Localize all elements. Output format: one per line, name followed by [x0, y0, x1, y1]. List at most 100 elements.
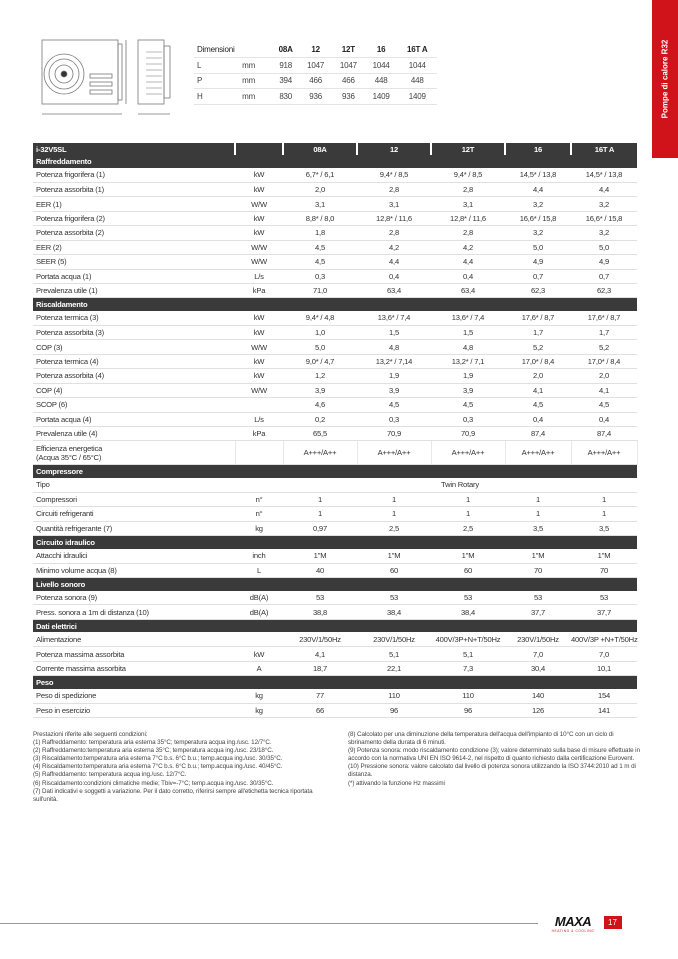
spec-value: 2,8	[357, 182, 431, 198]
spec-value: 5,2	[571, 339, 637, 355]
footnote: (6) Riscaldamento:condizioni climatiche …	[33, 779, 274, 787]
spec-unit: kg	[235, 703, 283, 719]
dimension-unit: mm	[225, 88, 273, 105]
svg-text:MAXA: MAXA	[555, 914, 591, 929]
spec-label-text: Corrente massima assorbita	[36, 663, 126, 673]
spec-value: 3,2	[505, 225, 571, 241]
spec-value: 4,5	[283, 240, 357, 256]
spec-value: 2,8	[431, 225, 505, 241]
dimension-unit: mm	[225, 73, 273, 89]
spec-value: 0,7	[505, 269, 571, 285]
section-header: Riscaldamento	[33, 297, 637, 311]
spec-label: Corrente massima assorbita	[33, 661, 235, 677]
spec-unit	[235, 440, 284, 466]
spec-value: 4,1	[283, 646, 357, 662]
section-title: Circuito idraulico	[33, 535, 637, 549]
spec-value: 1"M	[283, 548, 357, 564]
spec-value: 60	[357, 563, 431, 579]
spec-value: 4,6	[283, 397, 357, 413]
section-title: Compressore	[33, 464, 637, 478]
spec-label-text: Peso in esercizio	[36, 705, 91, 715]
spec-label-text: Potenza assorbita (2)	[36, 228, 104, 238]
spec-label: Potenza assorbita (4)	[33, 368, 235, 384]
page-number: 17	[604, 916, 622, 929]
spec-value: 4,1	[571, 383, 637, 399]
spec-value: 2,0	[571, 368, 637, 384]
spec-row: Efficienza energetica (Acqua 35°C / 65°C)…	[33, 440, 638, 466]
spec-row: Prevalenza utile (4) kPa 65,5 70,9 70,9 87,4 8…	[33, 426, 637, 442]
spec-label: EER (2)	[33, 240, 235, 256]
spec-value: 5,2	[505, 339, 571, 355]
footnote: (9) Potenza sonora: modo riscaldamento c…	[348, 747, 640, 763]
dimension-unit: mm	[225, 57, 273, 74]
spec-value: 1	[505, 506, 571, 522]
spec-unit: L/s	[235, 269, 283, 285]
spec-value: 2,8	[431, 182, 505, 198]
model-header: 16T A	[571, 143, 637, 155]
section-header: Livello sonoro	[33, 577, 637, 591]
spec-value: 16,6* / 15,8	[571, 211, 637, 227]
spec-value: 9,4* / 4,8	[283, 310, 357, 326]
spec-value: 1,7	[505, 325, 571, 341]
footnote: (10) Pressione sonora: valore calcolato …	[348, 763, 636, 779]
spec-value: 87,4	[505, 426, 571, 442]
spec-label: Potenza assorbita (3)	[33, 325, 235, 341]
spec-row: Attacchi idraulici inch 1"M 1"M 1"M 1"M 1"M	[33, 548, 637, 564]
spec-value: 5,0	[571, 240, 637, 256]
model-header: 12T	[431, 143, 506, 155]
spec-row: Prevalenza utile (1) kPa 71,0 63,4 63,4 62,3 6…	[33, 283, 637, 299]
section-header: Circuito idraulico	[33, 535, 637, 549]
spec-row: EER (2) W/W 4,5 4,2 4,2 5,0 5,0	[33, 240, 637, 256]
spec-value: 5,1	[357, 646, 431, 662]
spec-value: 1	[431, 506, 505, 522]
notes-right: (8) Calcolato per una diminuzione della …	[348, 731, 640, 788]
dimension-value: 1044	[397, 57, 437, 74]
spec-value: 4,4	[431, 254, 505, 270]
spec-label: SCOP (6)	[33, 397, 235, 413]
spec-label: Potenza assorbita (2)	[33, 225, 235, 241]
spec-value: A+++/A++	[505, 440, 572, 466]
spec-value: 53	[283, 590, 357, 606]
model-header: 16	[505, 143, 572, 155]
spec-value: 17,0* / 8,4	[505, 354, 571, 370]
spec-row: EER (1) W/W 3,1 3,1 3,1 3,2 3,2	[33, 196, 637, 212]
spec-label: COP (4)	[33, 383, 235, 399]
footnote: Prestazioni riferite alle seguenti condi…	[33, 731, 148, 738]
spec-value: 17,6* / 8,7	[571, 310, 637, 326]
spec-label-text: Portata acqua (4)	[36, 414, 92, 424]
spec-unit: dB(A)	[235, 590, 283, 606]
spec-value: 63,4	[431, 283, 505, 299]
spec-value: 3,1	[357, 196, 431, 212]
dimension-value: 394	[272, 73, 300, 89]
footnote: (4) Riscaldamento:temperatura aria ester…	[33, 763, 283, 771]
spec-value: 4,8	[431, 339, 505, 355]
spec-unit: dB(A)	[235, 604, 283, 620]
spec-value: 53	[357, 590, 431, 606]
spec-row: Potenza assorbita (4) kW 1,2 1,9 1,9 2,0 2,0	[33, 368, 637, 384]
spec-unit: W/W	[235, 339, 283, 355]
spec-value: 1,0	[283, 325, 357, 341]
spec-value: 1,9	[431, 368, 505, 384]
spec-label: Potenza assorbita (1)	[33, 182, 235, 198]
spec-value: 1,8	[283, 225, 357, 241]
spec-value: 4,5	[505, 397, 571, 413]
dimension-value: 466	[299, 73, 332, 89]
spec-row: Corrente massima assorbita A 18,7 22,1 7,3 30…	[33, 661, 637, 677]
spec-value: 0,7	[571, 269, 637, 285]
spec-row: Potenza assorbita (1) kW 2,0 2,8 2,8 4,4 4,4	[33, 182, 637, 198]
dimensions-model-header: 16T A	[397, 42, 437, 58]
spec-value: 2,8	[357, 225, 431, 241]
spec-value: 12,8* / 11,6	[357, 211, 431, 227]
spec-label: Peso di spedizione	[33, 688, 235, 704]
spec-value: 1,7	[571, 325, 637, 341]
dimension-value: 1047	[331, 57, 365, 74]
spec-value: 14,5* / 13,8	[505, 168, 571, 183]
spec-value: 10,1	[571, 661, 637, 677]
spec-value: 141	[571, 703, 637, 719]
spec-value: 0,3	[431, 412, 505, 427]
spec-unit: kW	[235, 354, 283, 370]
unit-header	[235, 143, 284, 155]
spec-value: 37,7	[571, 604, 637, 620]
